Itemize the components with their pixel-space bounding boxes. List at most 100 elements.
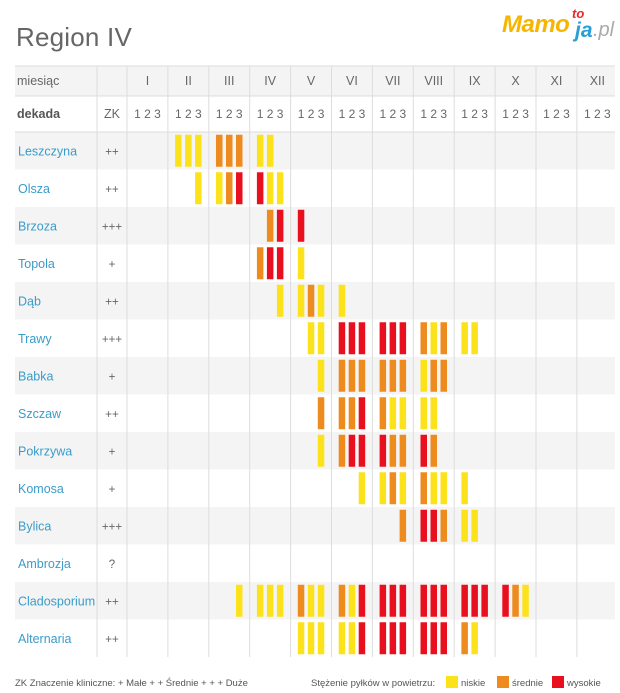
month-label: II (185, 74, 192, 88)
row-stripe (15, 432, 615, 470)
pollen-bar (307, 584, 315, 617)
pollen-bar (430, 584, 437, 617)
row-stripe (15, 207, 615, 245)
pollen-bar (389, 322, 397, 355)
pollen-bar (348, 584, 356, 617)
page-title: Region IV (16, 22, 132, 52)
pollen-bar (317, 584, 325, 617)
month-label: VI (346, 74, 358, 88)
decade-label: 1 (420, 107, 427, 121)
zk-value: ++ (105, 184, 119, 196)
pollen-bar (256, 172, 264, 205)
decade-label: 3 (481, 107, 488, 121)
decade-label: 1 (257, 107, 264, 121)
pollen-bar (379, 472, 387, 505)
pollen-bar (420, 622, 427, 655)
pollen-bar (317, 322, 325, 355)
pollen-bar (307, 622, 315, 655)
zk-value: ++ (105, 596, 119, 608)
pollen-bar (379, 397, 387, 430)
pollen-bar (256, 247, 264, 280)
month-label: IX (469, 74, 481, 88)
pollen-bar (338, 584, 346, 617)
pollen-bar (297, 247, 305, 280)
plant-label: Brzoza (18, 219, 57, 233)
pollen-bar (399, 359, 407, 392)
decade-label: 1 (380, 107, 387, 121)
logo-mamo: Mamo (502, 11, 570, 38)
pollen-bar (440, 584, 447, 617)
month-row-header: miesiąc (17, 74, 59, 88)
pollen-bar (430, 397, 437, 430)
decade-label: 1 (216, 107, 223, 121)
pollen-bar (348, 322, 356, 355)
pollen-bar (307, 322, 315, 355)
zk-column-header: ZK (104, 107, 121, 121)
plant-label: Babka (18, 369, 53, 383)
pollen-bar (420, 472, 427, 505)
pollen-bar (317, 622, 325, 655)
pollen-bar (195, 172, 202, 205)
decade-label: 3 (522, 107, 529, 121)
logo-pl: .pl (593, 19, 615, 41)
pollen-bar (256, 584, 264, 617)
pollen-bar (420, 397, 427, 430)
decade-label: 3 (440, 107, 447, 121)
decade-row-header: dekada (17, 107, 61, 121)
plant-label: Trawy (18, 332, 52, 346)
pollen-bar (481, 584, 488, 617)
pollen-bar (276, 172, 284, 205)
pollen-bar (266, 172, 274, 205)
pollen-bar (317, 434, 325, 467)
mamotoja-logo[interactable]: Mamo to ja .pl (502, 6, 618, 48)
pollen-bar (276, 247, 284, 280)
pollen-bar (399, 397, 407, 430)
decade-label: 1 (461, 107, 468, 121)
pollen-bar (430, 434, 437, 467)
pollen-bar (379, 622, 387, 655)
pollen-bar (358, 584, 366, 617)
pollen-bar (420, 509, 427, 542)
zk-value: ? (109, 559, 115, 571)
pollen-bar (399, 509, 407, 542)
pollen-bar (338, 622, 346, 655)
logo-to: to (572, 6, 585, 21)
pollen-bar (226, 134, 233, 167)
plant-label: Dąb (18, 294, 41, 308)
pollen-bar (461, 509, 468, 542)
plant-label: Szczaw (18, 407, 62, 421)
pollen-bar (317, 359, 325, 392)
logo-ja: ja (575, 19, 593, 42)
decade-label: 2 (185, 107, 192, 121)
pollen-bar (226, 172, 233, 205)
decade-label: 2 (390, 107, 397, 121)
pollen-bar (399, 322, 407, 355)
plant-label: Alternaria (18, 632, 72, 646)
month-label: XI (551, 74, 563, 88)
decade-label: 2 (308, 107, 315, 121)
row-stripe (15, 357, 615, 395)
pollen-bar (430, 509, 437, 542)
pollen-bar (338, 284, 346, 317)
pollen-bar (297, 622, 305, 655)
zk-value: + (109, 371, 116, 383)
pollen-bar (276, 584, 284, 617)
month-label: I (146, 74, 149, 88)
legend-high-label: wysokie (567, 678, 601, 689)
pollen-bar (471, 584, 478, 617)
legend: ZK Znaczenie kliniczne: + Małe + + Średn… (15, 676, 615, 692)
zk-value: +++ (102, 221, 122, 233)
decade-label: 3 (604, 107, 611, 121)
zk-value: +++ (102, 521, 122, 533)
pollen-bar (430, 322, 437, 355)
pollen-bar (297, 209, 305, 242)
month-label: VIII (424, 74, 443, 88)
pollen-bar (338, 434, 346, 467)
legend-medium-label: średnie (512, 678, 544, 689)
decade-label: 2 (471, 107, 478, 121)
decade-label: 1 (134, 107, 141, 121)
pollen-bar (440, 359, 447, 392)
pollen-bar (358, 322, 366, 355)
pollen-bar (266, 209, 274, 242)
